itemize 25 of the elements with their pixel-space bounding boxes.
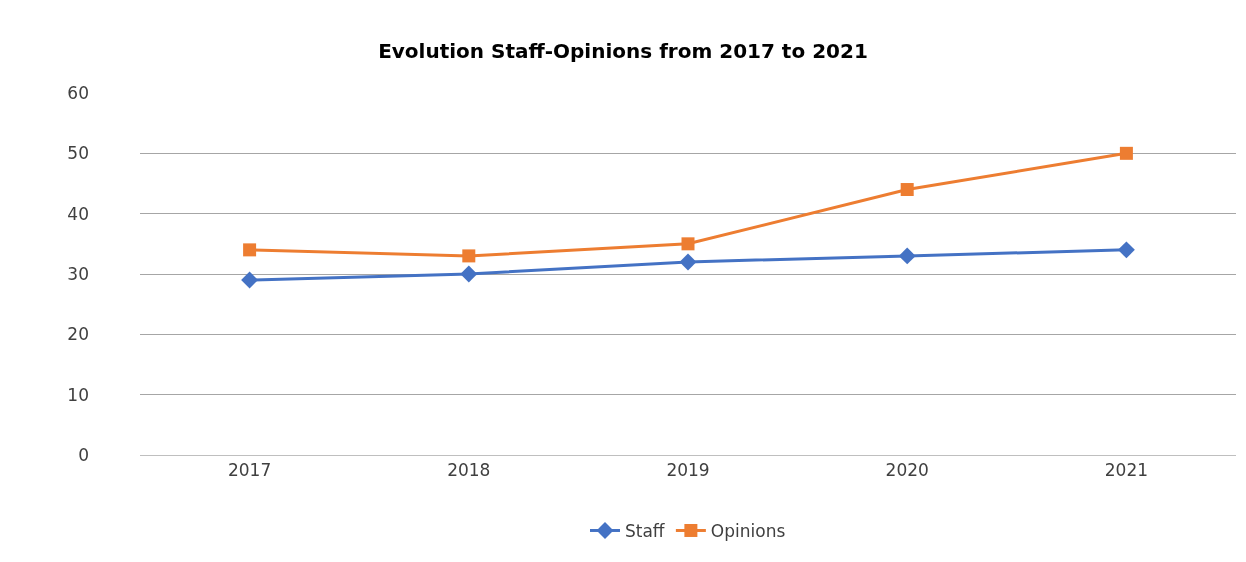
legend-label: Staff: [625, 521, 666, 542]
y-tick-label: 10: [67, 384, 89, 405]
point: [681, 237, 695, 251]
point: [462, 249, 476, 263]
x-tick-label: 2019: [666, 460, 710, 481]
x-tick-label: 2017: [227, 460, 272, 481]
x-tick-label: 2020: [885, 460, 929, 481]
y-tick-label: 50: [67, 143, 89, 164]
y-tick-label: 40: [67, 203, 89, 224]
y-tick-label: 0: [78, 444, 89, 465]
x-tick-label: 2018: [447, 460, 491, 481]
point: [900, 183, 914, 197]
chart-title: Evolution Staff-Opinions from 2017 to 2021: [378, 38, 868, 63]
point: [898, 247, 916, 265]
point: [241, 271, 259, 289]
point: [1119, 146, 1133, 160]
x-tick-label: 2021: [1104, 460, 1149, 481]
point: [1117, 241, 1135, 259]
point: [243, 243, 257, 257]
y-tick-label: 60: [67, 82, 89, 103]
legend-label: Opinions: [710, 521, 786, 542]
point: [679, 253, 697, 271]
y-tick-label: 30: [67, 263, 89, 284]
y-tick-label: 20: [67, 324, 89, 345]
point: [460, 265, 478, 283]
